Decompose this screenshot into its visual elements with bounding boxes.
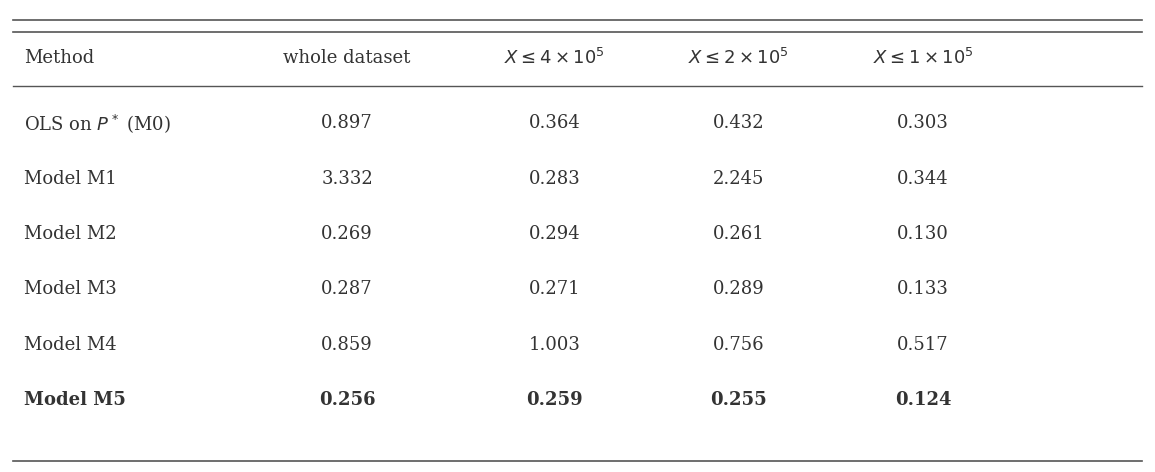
Text: 0.289: 0.289 [713,280,765,298]
Text: 0.133: 0.133 [897,280,949,298]
Text: 0.756: 0.756 [713,336,765,354]
Text: 0.261: 0.261 [713,225,765,243]
Text: whole dataset: whole dataset [283,49,411,67]
Text: $X \leq 4 \times 10^5$: $X \leq 4 \times 10^5$ [504,48,605,68]
Text: 0.287: 0.287 [321,280,373,298]
Text: 0.294: 0.294 [529,225,580,243]
Text: OLS on $P^*$ (M0): OLS on $P^*$ (M0) [24,112,171,135]
Text: Model M3: Model M3 [24,280,117,298]
Text: $X \leq 2 \times 10^5$: $X \leq 2 \times 10^5$ [688,48,789,68]
Text: 0.364: 0.364 [529,114,580,132]
Text: Method: Method [24,49,95,67]
Text: 1.003: 1.003 [529,336,581,354]
Text: 0.124: 0.124 [895,391,952,409]
Text: Model M2: Model M2 [24,225,117,243]
Text: $X \leq 1 \times 10^5$: $X \leq 1 \times 10^5$ [873,48,974,68]
Text: 0.283: 0.283 [529,170,580,188]
Text: 0.303: 0.303 [897,114,949,132]
Text: 0.859: 0.859 [321,336,373,354]
Text: 0.256: 0.256 [319,391,375,409]
Text: 0.897: 0.897 [321,114,373,132]
Text: 0.517: 0.517 [897,336,949,354]
Text: 0.269: 0.269 [321,225,373,243]
Text: 0.259: 0.259 [527,391,583,409]
Text: 0.344: 0.344 [897,170,949,188]
Text: 0.432: 0.432 [713,114,765,132]
Text: 2.245: 2.245 [713,170,765,188]
Text: 0.271: 0.271 [529,280,580,298]
Text: 0.130: 0.130 [897,225,949,243]
Text: 3.332: 3.332 [321,170,373,188]
Text: 0.255: 0.255 [710,391,767,409]
Text: Model M5: Model M5 [24,391,126,409]
Text: Model M1: Model M1 [24,170,117,188]
Text: Model M4: Model M4 [24,336,117,354]
